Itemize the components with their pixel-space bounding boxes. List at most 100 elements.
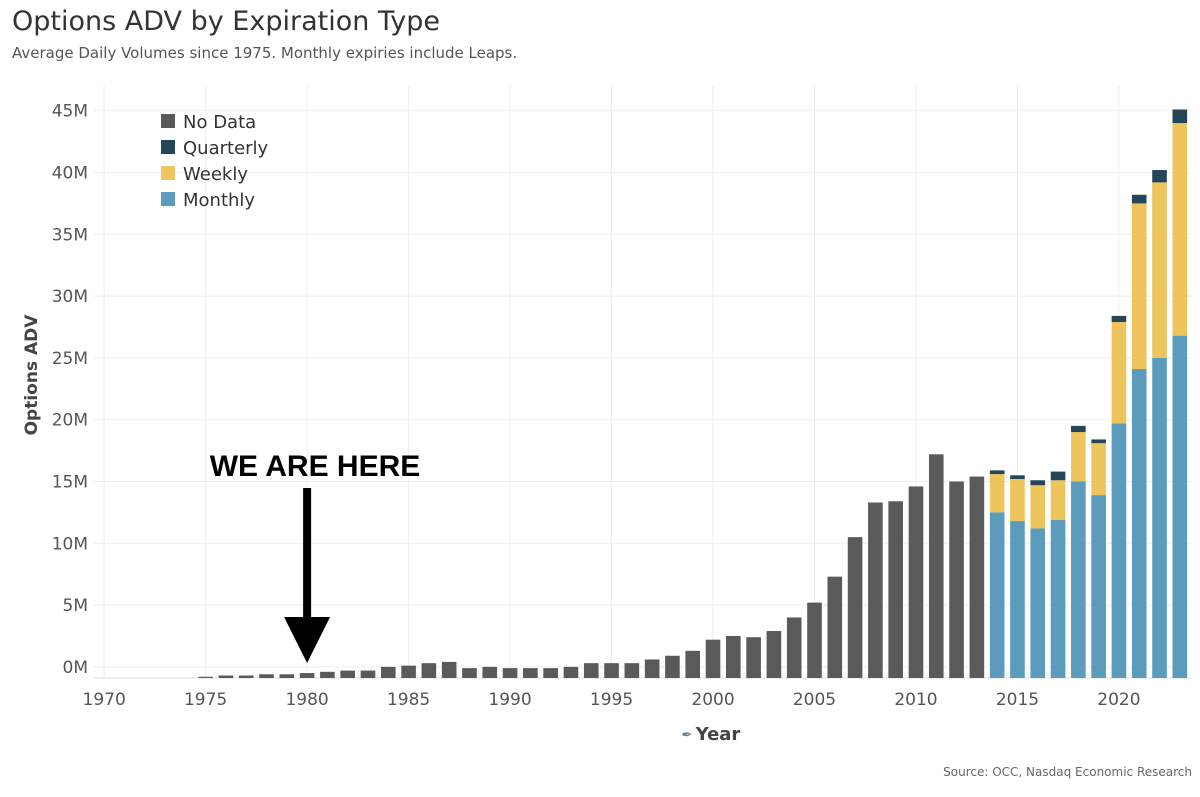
- bar-no-data-2008: [868, 502, 883, 678]
- bar-no-data-1978: [259, 674, 274, 678]
- chart-subtitle: Average Daily Volumes since 1975. Monthl…: [12, 44, 518, 62]
- bar-no-data-1975: [198, 676, 213, 678]
- y-tick-label: 45M: [52, 102, 88, 122]
- bar-no-data-1999: [685, 650, 701, 678]
- annotation-arrow-shaft: [303, 488, 312, 618]
- bar-no-data-1987: [441, 661, 457, 678]
- bar-no-data-1981: [320, 671, 335, 678]
- annotation-arrow-head: [284, 617, 331, 663]
- y-tick-label: 40M: [52, 164, 88, 184]
- bar-monthly-2019: [1091, 495, 1106, 678]
- bar-no-data-1982: [340, 670, 356, 678]
- bar-quarterly-2019: [1091, 439, 1106, 444]
- bar-no-data-1994: [583, 663, 599, 678]
- bar-no-data-2013: [969, 476, 985, 678]
- bar-no-data-1976: [218, 675, 234, 678]
- bar-monthly-2020: [1111, 423, 1127, 678]
- y-tick-label: 0M: [63, 658, 88, 678]
- bar-no-data-1986: [421, 663, 437, 678]
- bar-monthly-2016: [1030, 528, 1046, 678]
- y-tick-label: 20M: [52, 411, 88, 431]
- bar-weekly-2021: [1131, 203, 1147, 370]
- bar-no-data-2012: [949, 481, 964, 678]
- bar-no-data-1980: [299, 673, 315, 678]
- x-tick-label: 2010: [894, 690, 937, 710]
- bar-no-data-1983: [360, 670, 376, 678]
- x-tick-label: 1970: [83, 690, 126, 710]
- bar-no-data-1977: [238, 675, 254, 678]
- bar-weekly-2014: [989, 474, 1005, 513]
- bar-monthly-2021: [1131, 369, 1147, 678]
- legend-swatch-quarterly: [161, 140, 175, 154]
- legend-swatch-weekly: [161, 166, 175, 180]
- bar-monthly-2017: [1050, 519, 1066, 678]
- bar-no-data-2010: [908, 486, 924, 678]
- x-tick-label: 1995: [590, 690, 633, 710]
- bar-no-data-2011: [928, 454, 944, 678]
- x-tick-label: 2005: [793, 690, 836, 710]
- x-tick-label: 1990: [488, 690, 531, 710]
- bar-no-data-1990: [502, 668, 518, 678]
- bar-weekly-2020: [1111, 322, 1127, 424]
- bar-no-data-1984: [380, 666, 396, 678]
- bar-monthly-2018: [1071, 481, 1086, 678]
- chart-title: Options ADV by Expiration Type: [12, 6, 440, 37]
- bar-no-data-2004: [786, 617, 802, 678]
- bar-no-data-1991: [523, 668, 538, 678]
- x-tick-label: 2015: [996, 690, 1039, 710]
- bar-quarterly-2022: [1152, 170, 1167, 183]
- bar-weekly-2019: [1091, 443, 1106, 496]
- x-axis-title: Year: [695, 724, 741, 745]
- bar-no-data-2005: [807, 602, 822, 678]
- legend-label-no-data: No Data: [183, 112, 256, 133]
- bar-quarterly-2018: [1071, 425, 1086, 433]
- bar-quarterly-2023: [1172, 109, 1188, 124]
- annotation-text: WE ARE HERE: [210, 450, 421, 483]
- legend-swatch-monthly: [161, 192, 175, 206]
- bar-no-data-1989: [482, 666, 498, 678]
- pin-icon: ✒: [682, 728, 693, 743]
- source-note: Source: OCC, Nasdaq Economic Research: [943, 765, 1192, 779]
- y-tick-label: 35M: [52, 225, 88, 245]
- bar-no-data-1993: [563, 666, 579, 678]
- bar-no-data-1985: [401, 665, 416, 678]
- bar-weekly-2023: [1172, 123, 1188, 336]
- bar-quarterly-2017: [1050, 471, 1066, 481]
- bar-quarterly-2015: [1010, 475, 1025, 480]
- y-tick-label: 10M: [52, 534, 88, 554]
- bar-weekly-2016: [1030, 485, 1046, 529]
- y-tick-label: 30M: [52, 287, 88, 307]
- bar-monthly-2014: [989, 512, 1005, 678]
- legend-swatch-no-data: [161, 114, 175, 128]
- bar-monthly-2023: [1172, 335, 1188, 678]
- bar-no-data-2003: [766, 631, 782, 678]
- bar-no-data-1995: [604, 663, 619, 678]
- bar-no-data-2000: [705, 639, 721, 678]
- bar-no-data-1996: [624, 663, 640, 678]
- bar-no-data-1998: [665, 655, 680, 678]
- legend-label-weekly: Weekly: [183, 164, 248, 185]
- bar-no-data-2007: [847, 537, 863, 678]
- bar-no-data-1997: [644, 659, 660, 678]
- x-tick-label: 1980: [285, 690, 328, 710]
- bar-no-data-2009: [888, 501, 903, 678]
- bar-monthly-2015: [1010, 521, 1025, 678]
- bar-quarterly-2014: [989, 470, 1005, 475]
- bar-no-data-2001: [726, 635, 741, 678]
- bar-no-data-1988: [462, 668, 477, 678]
- x-tick-label: 1985: [387, 690, 430, 710]
- legend-label-monthly: Monthly: [183, 190, 255, 211]
- bar-weekly-2018: [1071, 432, 1086, 482]
- x-tick-label: 2000: [691, 690, 734, 710]
- bar-no-data-2006: [827, 576, 843, 678]
- bar-quarterly-2016: [1030, 480, 1046, 486]
- bar-weekly-2017: [1050, 480, 1066, 520]
- bar-weekly-2022: [1152, 182, 1167, 358]
- bar-quarterly-2021: [1131, 194, 1147, 204]
- y-axis-title: Options ADV: [22, 314, 42, 436]
- bar-monthly-2022: [1152, 357, 1167, 678]
- bar-no-data-1979: [279, 674, 295, 678]
- y-tick-label: 5M: [63, 596, 88, 616]
- y-tick-label: 25M: [52, 349, 88, 369]
